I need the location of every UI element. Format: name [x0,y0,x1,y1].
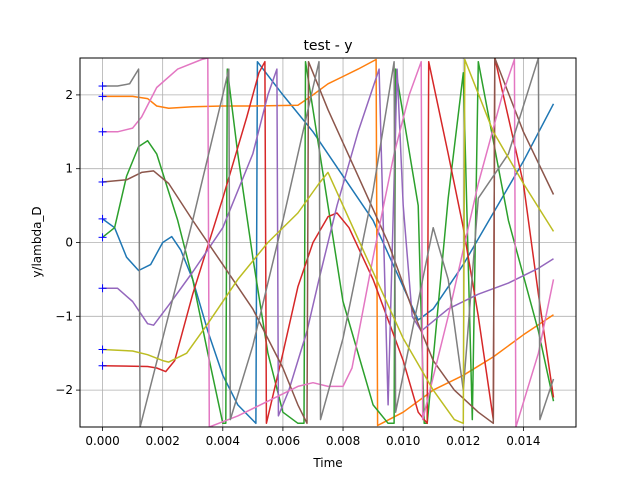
y-tick-label: −2 [55,383,73,397]
start-marker [98,233,107,242]
series-line-5 [102,58,555,425]
start-marker [98,284,107,293]
series-line-3 [102,58,555,425]
start-marker [98,92,107,101]
y-tick-label: 1 [65,162,73,176]
chart-title: test - y [303,38,352,54]
series-line-1 [102,58,554,427]
x-axis-label: Time [312,456,342,470]
x-tick-label: 0.006 [266,434,300,448]
start-marker [98,361,107,370]
x-tick-label: 0.002 [145,434,179,448]
y-tick-label: 2 [65,88,73,102]
y-axis-ticks: −2 −1 0 1 2 [55,88,80,397]
x-tick-label: 0.008 [326,434,360,448]
x-axis-ticks: 0.000 0.002 0.004 0.006 0.008 0.010 0.012 0.014 [85,427,541,448]
series-layer [102,58,555,427]
x-tick-label: 0.014 [506,434,540,448]
series-line-0 [102,60,555,425]
start-marker [98,82,107,91]
start-marker [98,177,107,186]
series-line-6 [102,58,555,427]
x-tick-label: 0.004 [206,434,240,448]
series-line-4 [102,68,554,417]
y-tick-label: −1 [55,309,73,323]
start-marker [98,127,107,136]
marker-layer [98,82,107,370]
y-axis-label: y/lambda_D [30,206,44,277]
x-tick-label: 0.012 [446,434,480,448]
series-line-8 [102,58,555,425]
series-line-2 [102,60,555,425]
start-marker [98,345,107,354]
y-tick-label: 0 [65,236,73,250]
x-tick-label: 0.010 [386,434,420,448]
x-tick-label: 0.000 [85,434,119,448]
series-line-7 [102,58,555,427]
start-marker [98,214,107,223]
